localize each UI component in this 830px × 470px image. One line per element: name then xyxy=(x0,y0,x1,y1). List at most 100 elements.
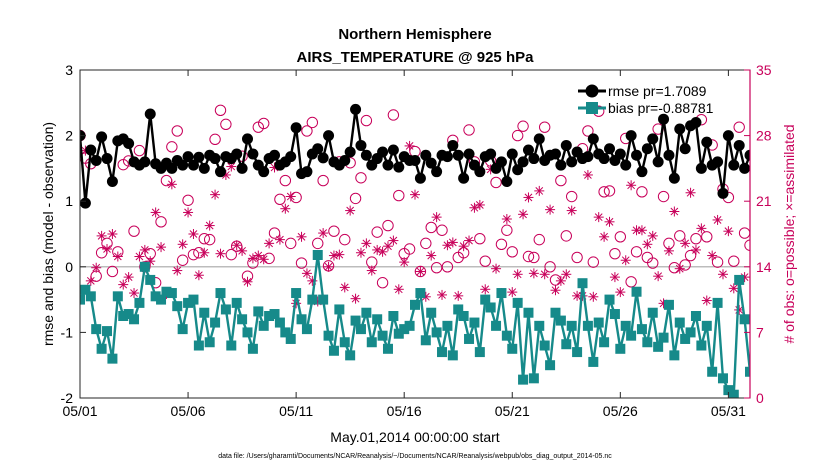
bias-point xyxy=(653,341,664,352)
rmse-point xyxy=(198,162,210,174)
bias-point xyxy=(139,261,150,272)
bias-point xyxy=(767,313,777,323)
possible-obs-point xyxy=(804,126,814,136)
bias-point xyxy=(388,311,399,321)
bias-point xyxy=(226,340,237,351)
assimilated-obs-point xyxy=(166,179,177,190)
bias-point xyxy=(193,340,204,351)
assimilated-obs-point xyxy=(442,240,453,251)
rmse-point xyxy=(560,139,572,151)
assimilated-obs-point xyxy=(507,287,518,298)
assimilated-obs-point xyxy=(701,295,712,306)
bias-point xyxy=(177,324,188,335)
rmse-point xyxy=(533,133,545,145)
y2-tick-label: 21 xyxy=(756,193,772,209)
assimilated-obs-point xyxy=(318,228,329,239)
assimilated-obs-point xyxy=(193,270,204,281)
rmse-point xyxy=(285,151,297,163)
assimilated-obs-point xyxy=(118,279,129,290)
possible-obs-point xyxy=(106,265,119,278)
bias-point xyxy=(712,297,723,308)
bias-point xyxy=(431,327,442,338)
bias-point xyxy=(734,274,745,285)
assimilated-obs-point xyxy=(102,243,113,254)
possible-obs-point xyxy=(815,276,825,286)
legend: rmse pr=1.7089 bias pr=-0.88781 xyxy=(578,83,714,116)
bias-point xyxy=(204,337,215,348)
bias-point xyxy=(550,307,561,318)
bias-point xyxy=(745,366,750,377)
assimilated-obs-point xyxy=(172,265,183,276)
possible-obs-point xyxy=(258,117,270,130)
y-tick-label: -2 xyxy=(61,390,74,406)
possible-obs-point xyxy=(506,246,518,258)
bias-point xyxy=(631,286,642,297)
assimilated-obs-point xyxy=(647,230,658,241)
rmse-point xyxy=(193,151,205,163)
bias-point xyxy=(561,339,572,350)
rmse-point xyxy=(387,144,399,156)
assimilated-obs-point xyxy=(85,275,96,286)
possible-obs-point xyxy=(766,231,776,241)
bias-point xyxy=(361,307,372,318)
assimilated-obs-point xyxy=(712,214,723,225)
possible-obs-point xyxy=(155,216,167,228)
possible-obs-point xyxy=(560,230,572,242)
possible-obs-point xyxy=(657,190,670,203)
assimilated-obs-point xyxy=(550,285,561,296)
bias-point xyxy=(599,337,610,348)
possible-obs-point xyxy=(690,232,702,245)
rmse-point xyxy=(744,149,750,161)
possible-obs-point xyxy=(701,231,713,243)
rmse-point xyxy=(733,139,745,151)
rmse-point xyxy=(809,148,820,159)
assimilated-obs-point xyxy=(653,271,664,282)
bias-point xyxy=(323,330,334,341)
bias-point xyxy=(442,320,453,331)
bias-point xyxy=(220,304,231,315)
x-tick-label: 05/16 xyxy=(387,403,422,419)
rmse-point xyxy=(441,151,453,163)
bias-point xyxy=(669,350,680,361)
rmse-point xyxy=(166,162,178,174)
assimilated-obs-point xyxy=(669,206,680,217)
assimilated-obs-point xyxy=(642,239,653,250)
possible-obs-point xyxy=(756,274,766,284)
assimilated-obs-point xyxy=(804,259,814,269)
assimilated-obs-point xyxy=(680,238,691,249)
bias-point xyxy=(772,347,782,357)
possible-obs-point xyxy=(171,125,183,137)
rmse-point xyxy=(393,161,405,173)
possible-obs-point xyxy=(625,276,637,288)
y-tick-label: 2 xyxy=(65,128,73,144)
assimilated-obs-point xyxy=(361,238,372,249)
possible-obs-point xyxy=(306,116,319,129)
rmse-point xyxy=(139,156,151,168)
y-tick-label: -1 xyxy=(61,324,74,340)
bias-point xyxy=(501,330,512,341)
bias-point xyxy=(663,299,674,310)
rmse-point xyxy=(214,166,226,178)
bias-point xyxy=(350,315,361,326)
bias-point xyxy=(690,311,701,321)
legend-marker-rmse xyxy=(585,84,599,98)
possible-obs-point xyxy=(647,257,659,269)
bias-point xyxy=(447,350,458,361)
x-tick-label: 05/06 xyxy=(171,403,206,419)
rmse-point xyxy=(96,131,108,143)
possible-obs-point xyxy=(479,255,491,267)
bias-point xyxy=(426,307,437,318)
rmse-point xyxy=(631,149,643,161)
bias-point xyxy=(166,288,177,299)
possible-obs-point xyxy=(614,231,627,243)
assimilated-obs-point xyxy=(415,266,426,277)
bias-point xyxy=(150,291,161,302)
assimilated-obs-point xyxy=(264,238,275,249)
assimilated-obs-point xyxy=(464,235,475,246)
bias-point xyxy=(723,385,734,396)
assimilated-obs-point xyxy=(274,234,285,245)
possible-obs-point xyxy=(198,232,210,245)
assimilated-obs-point xyxy=(620,255,631,266)
possible-obs-point xyxy=(317,174,329,187)
assimilated-obs-point xyxy=(512,269,523,280)
